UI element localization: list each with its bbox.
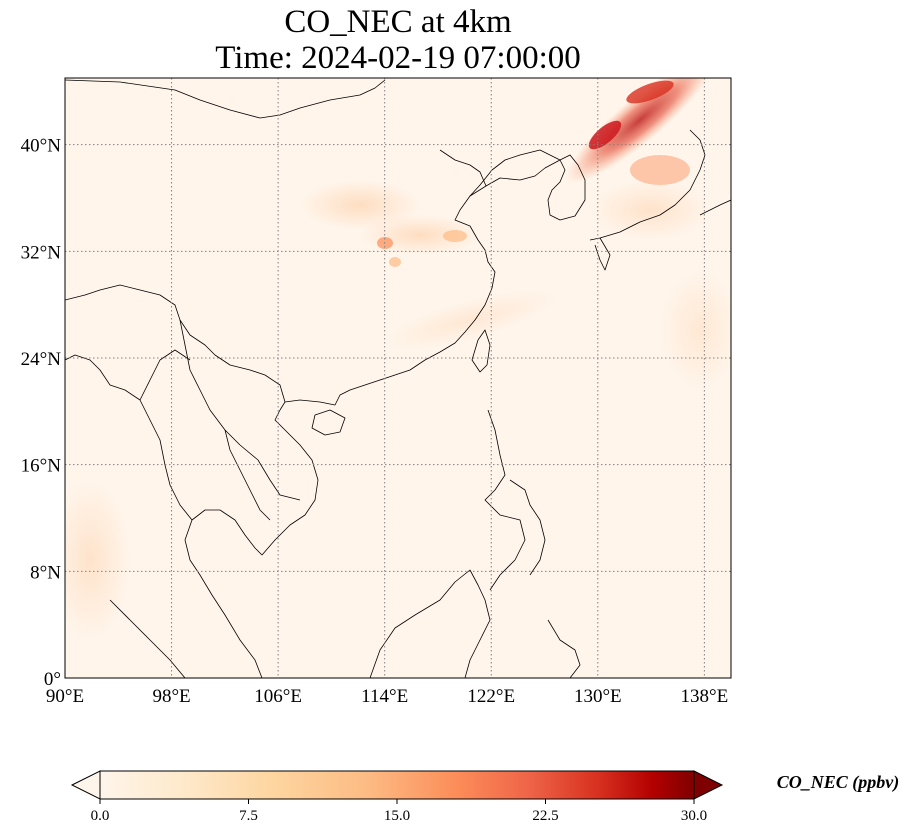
map-subtitle-time: Time: 2024-02-19 07:00:00 xyxy=(215,40,581,76)
colorbar-label: CO_NEC (ppbv) xyxy=(777,772,900,793)
colorbar-extend-max xyxy=(693,770,724,800)
coastlines xyxy=(65,79,731,678)
map-frame xyxy=(64,77,732,679)
colorbar-tick-label: 0.0 xyxy=(91,808,110,824)
graticule xyxy=(65,78,731,678)
longitude-tick-label: 90°E xyxy=(46,686,84,707)
longitude-tick-labels: 90°E 98°E 106°E 114°E 122°E 130°E 138°E xyxy=(46,686,728,707)
map-background xyxy=(65,78,731,678)
longitude-tick-label: 122°E xyxy=(467,686,515,707)
latitude-tick-label: 24°N xyxy=(21,349,62,370)
latitude-tick-label: 0° xyxy=(44,669,61,690)
colorbar-tick-label: 7.5 xyxy=(239,808,258,824)
colorbar-ticks: 0.0 7.5 15.0 22.5 30.0 xyxy=(91,799,707,824)
latitude-tick-label: 16°N xyxy=(21,456,62,477)
longitude-tick-label: 138°E xyxy=(681,686,729,707)
latitude-tick-labels: 0° 8°N 16°N 24°N 32°N 40°N xyxy=(21,136,62,690)
latitude-tick-label: 32°N xyxy=(21,242,62,263)
colorbar-tick-label: 15.0 xyxy=(384,808,410,824)
longitude-tick-label: 98°E xyxy=(152,686,190,707)
map-title: CO_NEC at 4km xyxy=(284,4,512,40)
longitude-tick-label: 130°E xyxy=(574,686,622,707)
latitude-tick-label: 8°N xyxy=(30,562,61,583)
longitude-tick-label: 114°E xyxy=(361,686,408,707)
colorbar: 0.0 7.5 15.0 22.5 30.0 CO_NEC (ppbv) xyxy=(70,770,900,824)
concentration-field xyxy=(65,78,731,640)
colorbar-gradient xyxy=(100,771,694,799)
longitude-tick-label: 106°E xyxy=(254,686,302,707)
latitude-tick-label: 40°N xyxy=(21,136,62,157)
colorbar-tick-label: 30.0 xyxy=(681,808,707,824)
colorbar-extend-min xyxy=(70,770,101,800)
colorbar-tick-label: 22.5 xyxy=(532,808,558,824)
